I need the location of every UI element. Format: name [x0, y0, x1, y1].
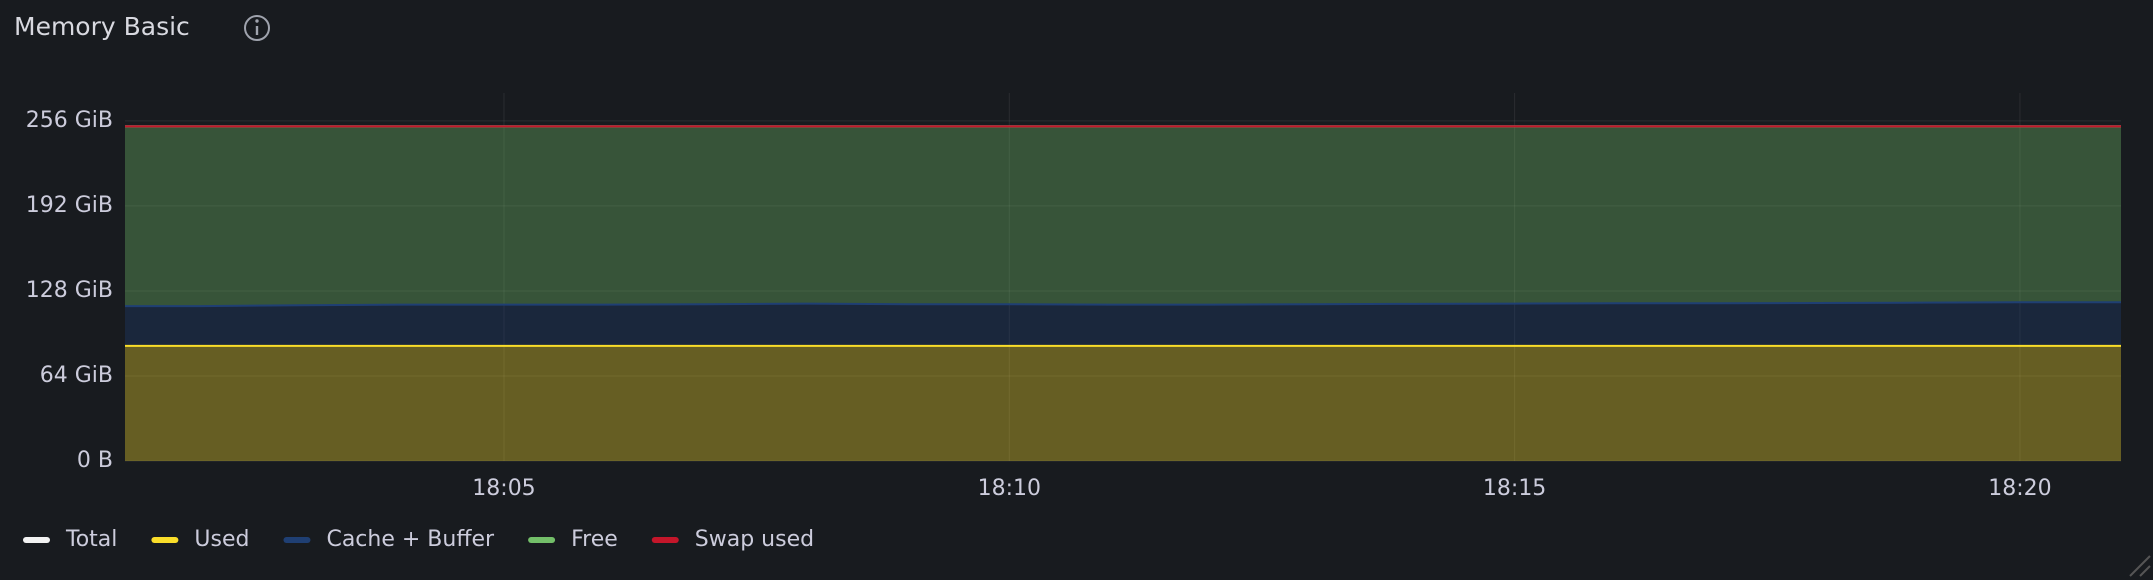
y-tick-label: 64 GiB	[40, 363, 113, 388]
x-tick-label: 18:15	[1483, 476, 1546, 501]
info-icon[interactable]	[244, 15, 270, 41]
legend-item[interactable]: Swap used	[651, 527, 814, 552]
legend-item[interactable]: Cache + Buffer	[283, 527, 495, 552]
legend-label: Used	[194, 527, 249, 552]
x-tick-label: 18:05	[472, 476, 535, 501]
legend-swatch	[528, 537, 556, 543]
area-fill	[125, 126, 2121, 307]
panel-title: Memory Basic	[14, 12, 190, 41]
legend-swatch	[651, 537, 679, 543]
legend-swatch	[283, 537, 311, 543]
legend-swatch	[151, 537, 179, 543]
y-tick-label: 256 GiB	[26, 108, 113, 133]
area-fill	[125, 345, 2121, 461]
legend-label: Total	[65, 527, 117, 552]
y-tick-label: 128 GiB	[26, 278, 113, 303]
x-tick-label: 18:10	[978, 476, 1041, 501]
resize-handle[interactable]	[2129, 555, 2151, 577]
y-tick-label: 0 B	[77, 448, 113, 473]
legend-item[interactable]: Free	[528, 527, 618, 552]
y-tick-label: 192 GiB	[26, 193, 113, 218]
legend-label: Swap used	[695, 527, 814, 552]
legend-item[interactable]: Used	[151, 527, 249, 552]
legend-label: Free	[571, 527, 618, 552]
x-tick-label: 18:20	[1988, 476, 2051, 501]
legend-label: Cache + Buffer	[326, 527, 495, 552]
series-line	[125, 301, 2121, 308]
area-fill	[125, 302, 2121, 346]
legend-item[interactable]: Total	[23, 527, 117, 552]
legend-swatch	[23, 537, 50, 543]
